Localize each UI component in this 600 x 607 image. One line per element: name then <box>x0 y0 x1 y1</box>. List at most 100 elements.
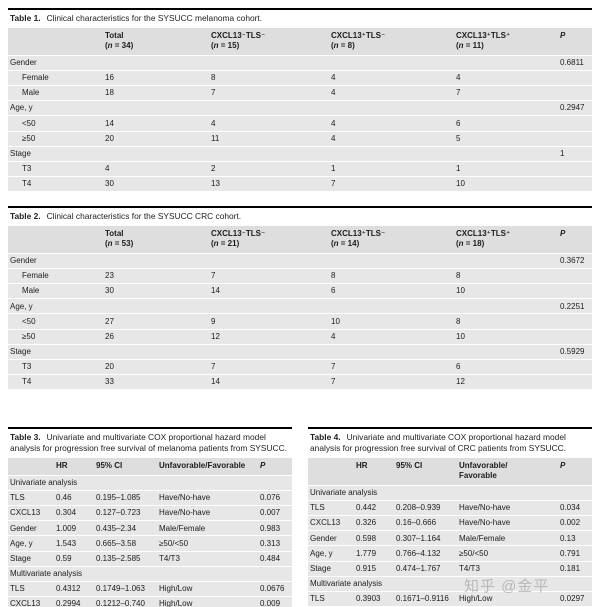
cell-value: 0.326 <box>356 518 377 528</box>
table-row: Univariate analysis <box>308 485 592 502</box>
cell-value: 0.484 <box>260 553 281 563</box>
table-row: Age, y 0.2251 <box>8 299 592 315</box>
cell-value: 4 <box>211 118 216 128</box>
cell-value <box>558 73 592 83</box>
cell-value <box>558 134 592 144</box>
cell-value <box>558 88 592 98</box>
cell-value: 20 <box>105 133 114 143</box>
table-row: Stage 0.915 0.474–1.767 T4/T3 0.181 <box>308 561 592 577</box>
cell-value <box>558 317 592 327</box>
row-label: Age, y <box>10 103 33 113</box>
cell-value: 0.1749–1.063 <box>96 584 145 593</box>
cell-value <box>103 58 209 68</box>
table-4-label: Table 4. <box>310 432 341 443</box>
table-row: CXCL13 0.326 0.16–0.666 Have/No-have 0.002 <box>308 516 592 532</box>
cell-value: 8 <box>211 73 216 83</box>
cell-value: 4 <box>331 73 336 83</box>
cell-value: 20 <box>105 362 114 372</box>
row-label: Stage <box>10 346 31 356</box>
table-row: T4 33 14 7 12 <box>8 374 592 391</box>
cell-value: 5 <box>456 133 461 143</box>
cell-value <box>209 149 329 159</box>
cell-value: 0.2994 <box>56 599 81 607</box>
table-4-caption: Univariate and multivariate COX proporti… <box>310 432 566 454</box>
cell-value: 7 <box>331 377 336 387</box>
row-label: CXCL13 <box>10 599 41 607</box>
cell-value <box>209 103 329 113</box>
cell-value: 1 <box>331 163 336 173</box>
table-row: Univariate analysis <box>8 475 292 492</box>
table-row: CXCL13 0.304 0.127–0.723 Have/No-have 0.007 <box>8 506 292 522</box>
cell-value: 16 <box>105 73 114 83</box>
cell-value <box>209 58 329 68</box>
cell-value: 26 <box>105 331 114 341</box>
row-label: Stage <box>10 148 31 158</box>
cell-value: T4/T3 <box>159 553 180 563</box>
table-row: T4 30 13 7 10 <box>8 176 592 193</box>
cell-value: 23 <box>105 271 114 281</box>
table-3-header: HR 95% CI Unfavorable/Favorable P <box>8 457 292 476</box>
cell-value: 4 <box>331 88 336 98</box>
table-row: Female 23 7 8 8 <box>8 269 592 285</box>
cell-value: 9 <box>211 316 216 326</box>
cell-value: 7 <box>211 362 216 372</box>
row-label: T3 <box>22 163 32 173</box>
cell-value: 0.127–0.723 <box>96 508 141 518</box>
column-header-p: P <box>560 31 566 41</box>
row-label: CXCL13 <box>310 518 341 528</box>
cell-value: 10 <box>456 286 465 296</box>
cell-value: 0.002 <box>560 518 581 528</box>
header-empty <box>308 461 354 481</box>
cell-value: Have/No-have <box>459 518 511 528</box>
cell-value: 0.665–3.58 <box>96 538 137 548</box>
table-row: Gender 1.009 0.435–2.34 Male/Female 0.983 <box>8 521 292 537</box>
table-row: Multivariate analysis <box>308 576 592 592</box>
column-header-total: Total (n = 34) <box>105 31 134 51</box>
column-header-cxcl13pos-tlsneg: CXCL13⁺TLS⁻ (n = 8) <box>331 31 386 51</box>
row-label: Female <box>22 271 49 281</box>
cell-value <box>558 362 592 372</box>
cell-value: 0.442 <box>356 503 377 513</box>
cell-value: 0.983 <box>260 523 281 533</box>
table-row: Male 30 14 6 10 <box>8 284 592 300</box>
table-3-label: Table 3. <box>10 432 41 443</box>
cell-value: 0.3903 <box>356 594 381 603</box>
cell-value: 0.034 <box>560 503 581 513</box>
header-empty <box>8 31 103 51</box>
cell-value: 1.009 <box>56 523 77 533</box>
cell-value <box>103 302 209 312</box>
row-label: ≥50 <box>22 331 36 341</box>
row-label: ≥50 <box>22 133 36 143</box>
cell-value <box>454 302 558 312</box>
cell-value: 0.007 <box>260 508 281 518</box>
cell-value: Male/Female <box>159 523 206 533</box>
cell-value: 14 <box>105 118 114 128</box>
table-2-caption: Clinical characteristics for the SYSUCC … <box>46 211 242 222</box>
table-row: TLS 0.3903 0.1671–0.9116 High/Low 0.0297 <box>308 591 592 607</box>
cell-value: 0.1671–0.9116 <box>396 594 449 603</box>
table-4-body: Univariate analysis TLS 0.442 0.208–0.939… <box>308 485 592 607</box>
cell-value <box>558 377 592 387</box>
cell-value: 0.16–0.666 <box>396 518 437 528</box>
row-label: CXCL13 <box>10 508 41 518</box>
table-1-body: Gender 0.6811 Female 16 8 4 4 Male <box>8 55 592 193</box>
cell-value: 0.195–1.085 <box>96 493 141 503</box>
row-label: T4 <box>22 179 32 189</box>
column-header-total: Total (n = 53) <box>105 229 134 249</box>
cell-value: 0.313 <box>260 538 281 548</box>
cell-value: 6 <box>456 118 461 128</box>
table-row: ≥50 20 11 4 5 <box>8 131 592 147</box>
cell-value: 12 <box>211 331 220 341</box>
table-4-title: Table 4. Univariate and multivariate COX … <box>308 429 592 458</box>
cell-value: ≥50/<50 <box>159 538 189 548</box>
table-3-caption: Univariate and multivariate COX proporti… <box>10 432 287 454</box>
cell-value <box>454 103 558 113</box>
cell-value: 2 <box>211 163 216 173</box>
cell-value: 7 <box>211 271 216 281</box>
table-row: Gender 0.3672 <box>8 253 592 270</box>
table-row: Male 18 7 4 7 <box>8 86 592 102</box>
cell-value: 14 <box>211 286 220 296</box>
table-row: ≥50 26 12 4 10 <box>8 329 592 345</box>
cell-value: 0.0676 <box>260 584 285 593</box>
row-label: TLS <box>10 493 25 503</box>
